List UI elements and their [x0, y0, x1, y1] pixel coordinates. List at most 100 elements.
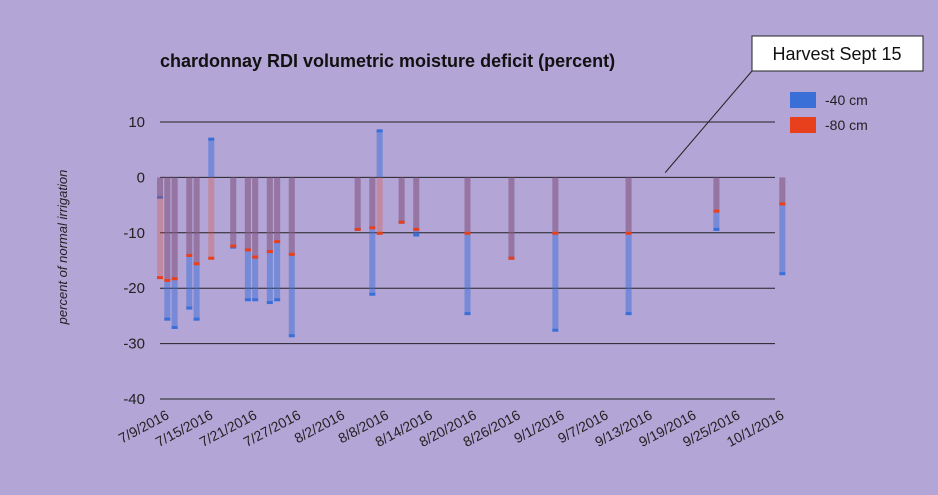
annotation-box: [751, 35, 924, 72]
bar-value-marker: [171, 325, 178, 329]
y-axis-label: percent of normal irrigation: [55, 170, 70, 326]
bar-value-marker: [208, 137, 215, 141]
bar-value-marker: [464, 312, 471, 316]
bar-value-marker: [266, 301, 273, 305]
x-axis-ticks: 7/9/20167/15/20167/21/20167/27/20168/2/2…: [116, 406, 787, 449]
bar: [186, 177, 193, 255]
bar-value-marker: [230, 244, 237, 248]
bar-value-marker: [398, 220, 405, 224]
bar: [208, 177, 215, 258]
bar: [193, 177, 200, 264]
bar-value-marker: [376, 231, 383, 235]
bar-value-marker: [413, 227, 420, 231]
bar-value-marker: [552, 231, 559, 235]
legend-label: -80 cm: [825, 117, 868, 133]
bar: [398, 177, 405, 222]
y-tick-label: 0: [137, 169, 145, 186]
bar: [625, 177, 632, 314]
bar-value-marker: [193, 262, 200, 266]
bar-value-marker: [157, 195, 163, 199]
bar-value-marker: [193, 317, 200, 321]
bar: [208, 138, 215, 178]
bar: [252, 177, 259, 257]
bar: [266, 177, 273, 252]
annotation-leader-line: [664, 70, 753, 173]
annotation-label: Harvest Sept 15: [772, 44, 901, 64]
bar-value-marker: [625, 312, 632, 316]
bar: [252, 177, 259, 300]
bar: [354, 177, 361, 229]
bar-value-marker: [288, 334, 295, 338]
bar: [552, 177, 559, 233]
bar-value-marker: [252, 298, 259, 302]
bar: [398, 177, 405, 222]
bar: [779, 177, 786, 274]
bar: [193, 177, 200, 319]
bar-value-marker: [552, 328, 559, 332]
bar-value-marker: [779, 272, 786, 276]
bar-value-marker: [274, 298, 281, 302]
bar-value-marker: [274, 240, 281, 244]
bar: [244, 177, 251, 300]
y-tick-label: -40: [123, 391, 145, 408]
bar-value-marker: [779, 202, 786, 206]
bar: [164, 177, 171, 319]
bar: [157, 177, 163, 278]
bar-value-marker: [252, 255, 259, 259]
bar: [274, 177, 281, 300]
bar: [552, 177, 559, 330]
bar: [625, 177, 632, 233]
chart-title: chardonnay RDI volumetric moisture defic…: [160, 51, 615, 71]
legend-swatch: [790, 92, 816, 108]
bar: [266, 177, 273, 303]
bar: [288, 177, 295, 336]
bar: [244, 177, 251, 250]
annotations: Harvest Sept 15: [664, 35, 924, 173]
bar-value-marker: [171, 277, 178, 281]
bar-value-marker: [288, 252, 295, 256]
bar: [354, 177, 361, 229]
legend: -40 cm -80 cm: [790, 92, 868, 133]
bar: [171, 177, 178, 327]
bar: [288, 177, 295, 254]
y-axis-ticks: 10 0 -10 -20 -30 -40: [123, 114, 145, 408]
bar: [779, 177, 786, 204]
bar-value-marker: [413, 233, 420, 237]
bar: [369, 177, 376, 294]
bar-value-marker: [186, 253, 193, 257]
bar-value-marker: [244, 248, 251, 252]
legend-swatch: [790, 117, 816, 133]
bar-value-marker: [354, 227, 361, 231]
y-tick-label: -30: [123, 336, 145, 353]
y-tick-label: -10: [123, 225, 145, 242]
bar-value-marker: [369, 292, 376, 296]
bar: [413, 177, 420, 235]
bar-value-marker: [186, 306, 193, 310]
bar: [508, 177, 515, 258]
bar: [230, 177, 237, 246]
bar-value-marker: [369, 226, 376, 230]
bar: [274, 177, 281, 242]
bar-value-marker: [244, 298, 251, 302]
bar: [464, 177, 471, 314]
y-tick-label: -20: [123, 280, 145, 297]
bar: [230, 177, 237, 247]
bar-value-marker: [376, 129, 383, 133]
bar-value-marker: [164, 317, 171, 321]
data-bars: [157, 129, 786, 338]
bar-value-marker: [208, 256, 215, 260]
bar-value-marker: [713, 227, 720, 231]
bar: [376, 130, 383, 178]
bar-value-marker: [157, 276, 163, 280]
bar: [157, 177, 163, 197]
bar: [186, 177, 193, 308]
bar-value-marker: [464, 231, 471, 235]
bar: [164, 177, 171, 280]
bar: [508, 177, 515, 258]
bar: [464, 177, 471, 233]
bar: [171, 177, 178, 279]
bar: [369, 177, 376, 228]
bar: [376, 177, 383, 233]
bar-value-marker: [508, 256, 515, 260]
